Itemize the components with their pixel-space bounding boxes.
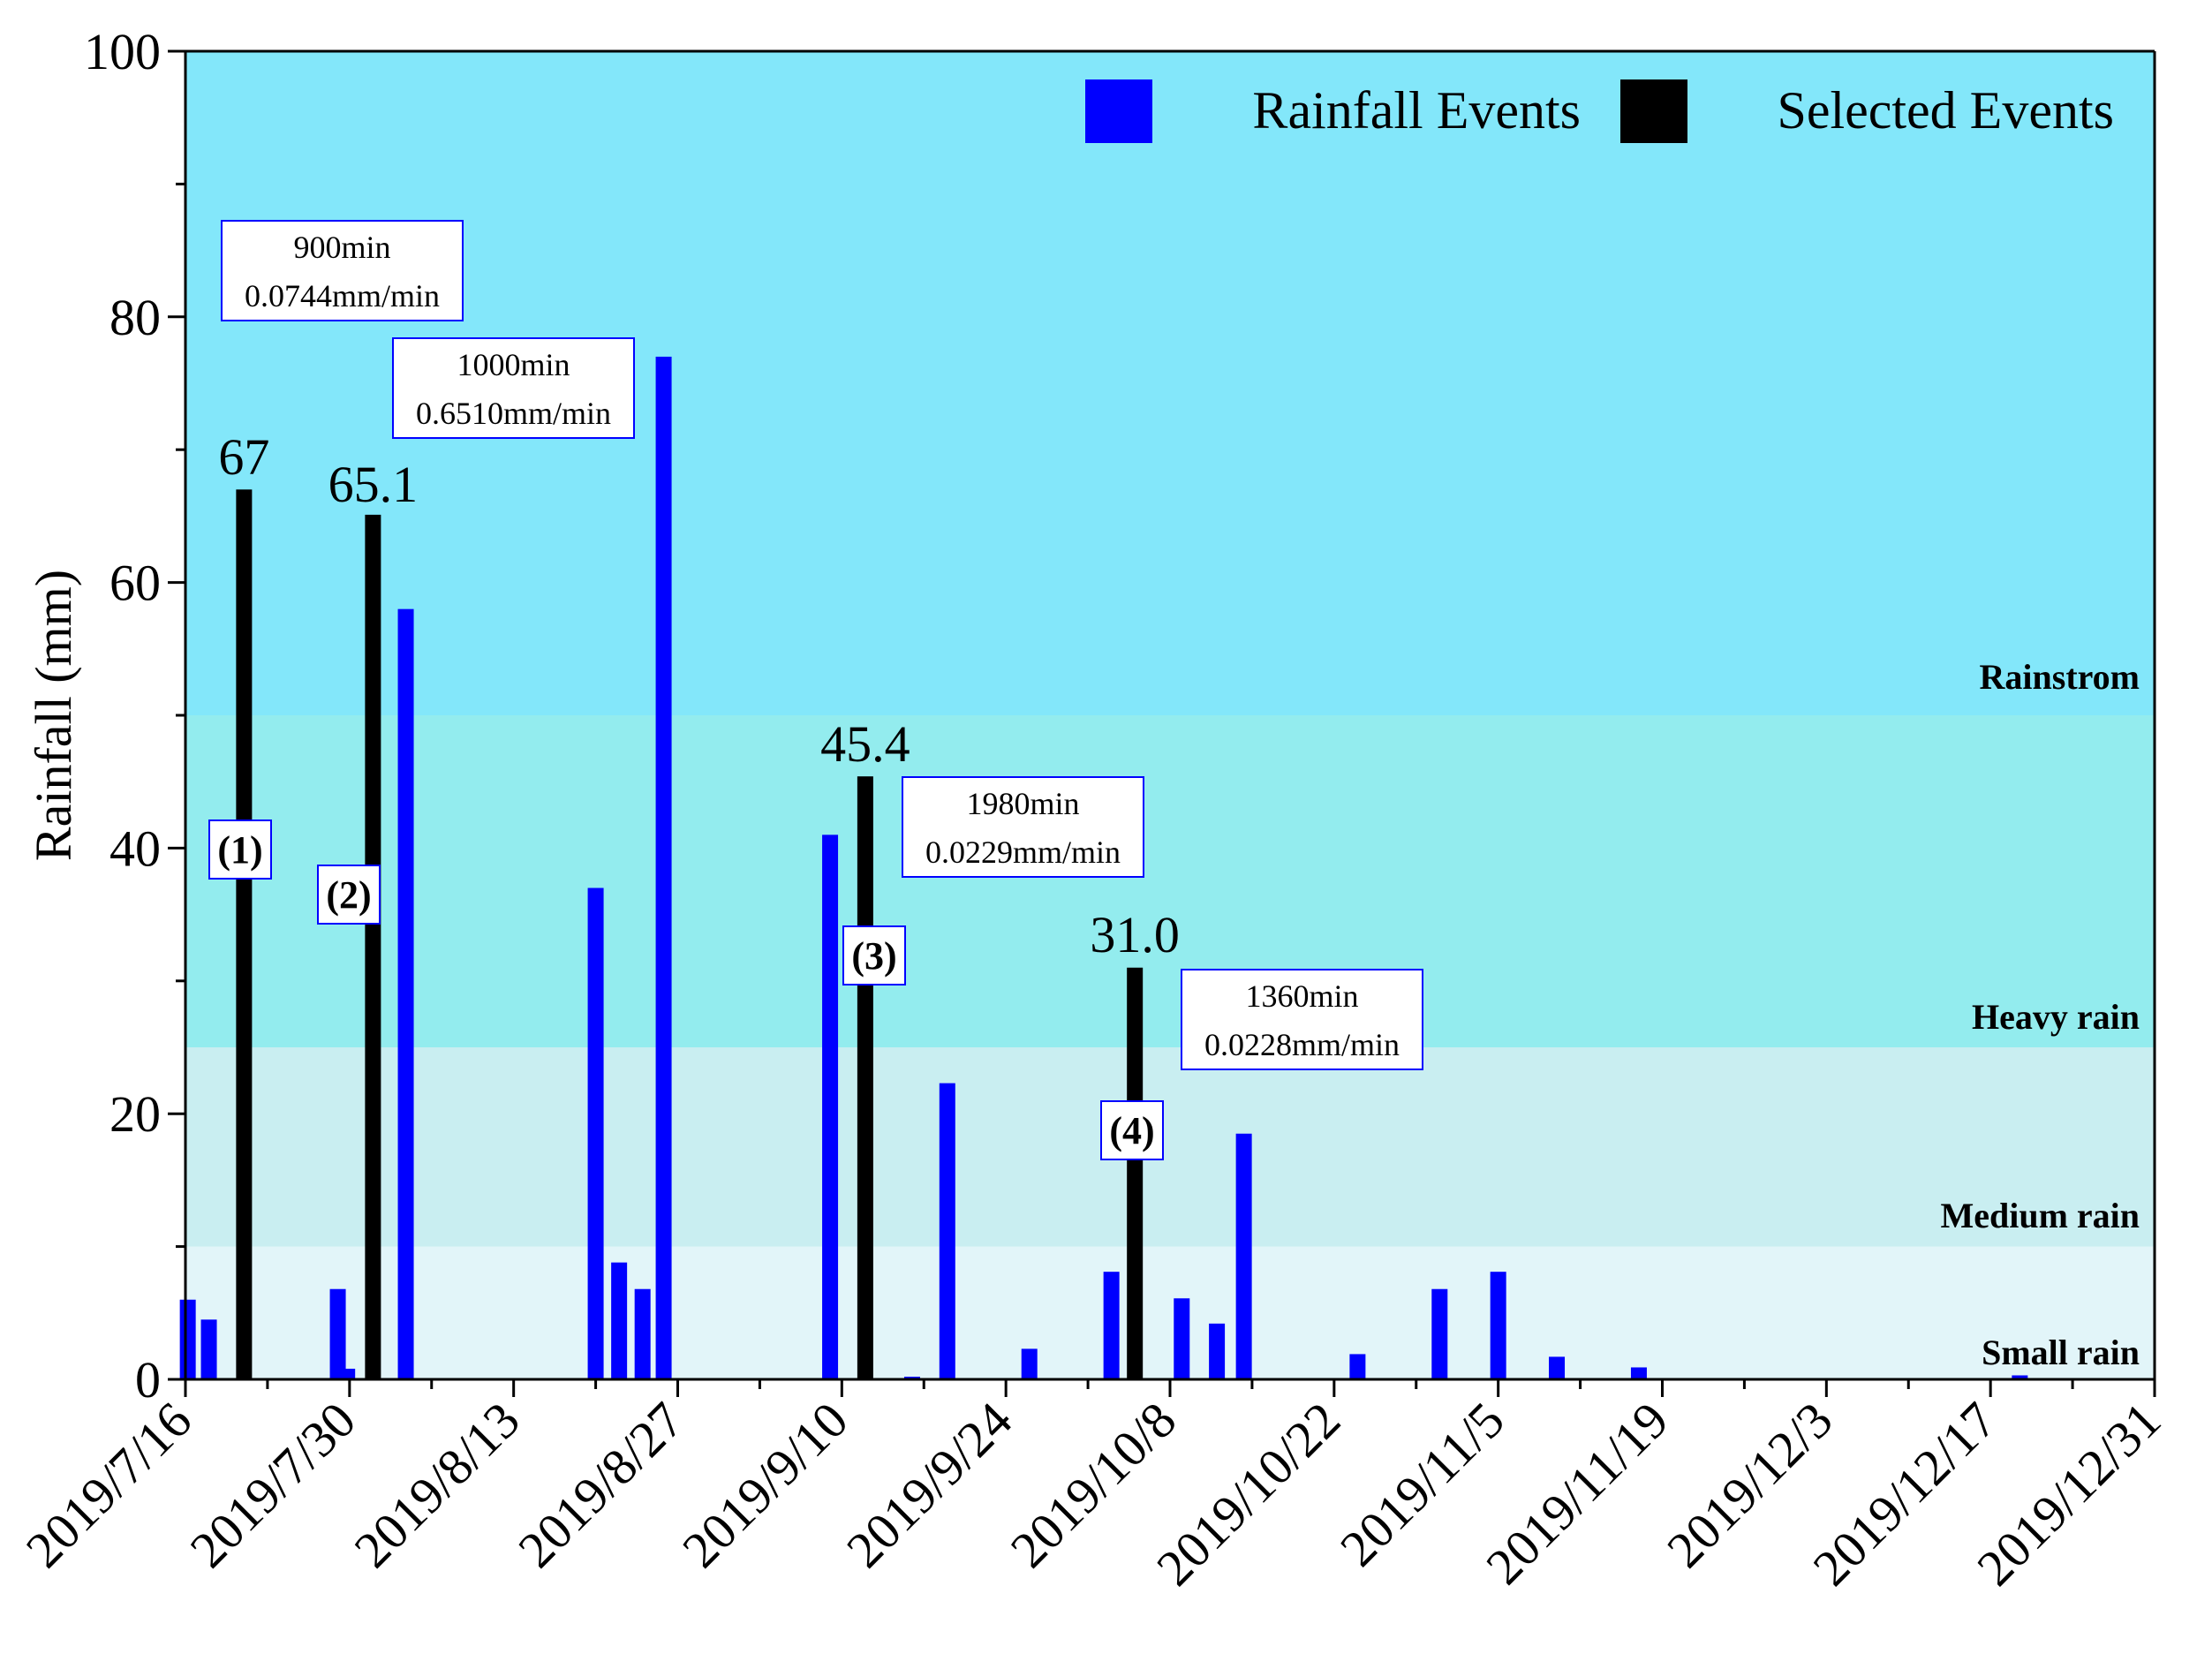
- event-marker-box-3: [842, 925, 906, 986]
- x-tick-label-9: 2019/11/19: [1475, 1391, 1679, 1595]
- event-info-box-1: [221, 220, 464, 321]
- rainfall-bar-15: [1174, 1298, 1190, 1379]
- value-label-2: 65.1: [328, 456, 419, 513]
- x-tick-label-0: 2019/7/16: [15, 1391, 202, 1578]
- rainfall-bar-22: [1630, 1367, 1647, 1379]
- rainfall-bar-23: [2012, 1375, 2028, 1379]
- band-label-medium-rain: Medium rain: [1940, 1196, 2140, 1235]
- event-info-box-4: [1181, 969, 1423, 1070]
- event-intensity-2: 0.6510mm/min: [416, 396, 611, 431]
- rainfall-bar-3: [339, 1368, 356, 1379]
- y-axis-label: Rainfall (mm): [25, 570, 82, 861]
- band-heavy-rain: [185, 715, 2155, 1047]
- x-tick-label-2: 2019/8/13: [344, 1391, 531, 1578]
- rainfall-bar-7: [634, 1288, 651, 1379]
- value-label-3: 45.4: [820, 715, 910, 773]
- event-marker-label-1: (1): [217, 828, 262, 872]
- legend-swatch-selected-events: [1620, 79, 1687, 143]
- selected-bar-1: [365, 514, 381, 1379]
- event-intensity-4: 0.0228mm/min: [1204, 1027, 1400, 1062]
- event-duration-4: 1360min: [1245, 978, 1358, 1014]
- band-label-small-rain: Small rain: [1982, 1333, 2140, 1372]
- rainfall-bar-10: [903, 1376, 920, 1379]
- event-marker-label-3: (3): [851, 934, 896, 978]
- y-tick-label-3: 60: [109, 555, 161, 612]
- y-tick-label-4: 80: [109, 289, 161, 346]
- event-info-box-2: [392, 337, 635, 439]
- rainfall-bar-16: [1209, 1323, 1226, 1379]
- rainfall-bar-19: [1431, 1288, 1448, 1379]
- y-tick-label-1: 20: [109, 1085, 161, 1143]
- event-duration-2: 1000min: [457, 347, 570, 382]
- x-tick-label-4: 2019/9/10: [671, 1391, 858, 1578]
- event-marker-box-2: [317, 865, 381, 925]
- legend-swatch-rainfall-events: [1085, 79, 1152, 143]
- rainfall-bar-0: [179, 1299, 196, 1379]
- event-marker-label-4: (4): [1109, 1109, 1154, 1152]
- band-medium-rain: [185, 1047, 2155, 1247]
- rainfall-bar-13: [1021, 1348, 1038, 1379]
- value-label-4: 31.0: [1090, 906, 1180, 963]
- event-duration-3: 1980min: [966, 786, 1079, 821]
- event-marker-box-4: [1100, 1100, 1164, 1160]
- rainfall-bar-17: [1235, 1133, 1252, 1379]
- event-info-box-3: [902, 776, 1144, 878]
- event-marker-box-1: [208, 819, 272, 880]
- rainfall-bar-20: [1490, 1272, 1506, 1379]
- rainfall-bar-5: [587, 887, 604, 1379]
- rainfall-bar-21: [1549, 1356, 1566, 1379]
- y-tick-label-2: 40: [109, 819, 161, 877]
- y-tick-label-5: 100: [84, 23, 161, 80]
- event-duration-1: 900min: [293, 230, 390, 265]
- x-tick-label-3: 2019/8/27: [507, 1391, 694, 1578]
- rainfall-bar-18: [1349, 1354, 1366, 1379]
- rainfall-bar-2: [329, 1288, 346, 1379]
- band-label-rainstrom: Rainstrom: [1980, 657, 2140, 697]
- value-label-1: 67: [218, 428, 269, 486]
- selected-bar-3: [1127, 967, 1144, 1379]
- rainfall-bar-8: [655, 356, 672, 1379]
- event-intensity-3: 0.0229mm/min: [925, 834, 1121, 870]
- rainfall-bar-11: [939, 1083, 955, 1379]
- rainfall-bar-4: [397, 608, 414, 1379]
- x-tick-label-1: 2019/7/30: [179, 1391, 366, 1578]
- event-marker-label-2: (2): [326, 873, 371, 917]
- band-small-rain: [185, 1246, 2155, 1379]
- legend-label-rainfall-events: Rainfall Events: [1252, 81, 1581, 140]
- legend-label-selected-events: Selected Events: [1777, 81, 2114, 140]
- event-intensity-1: 0.0744mm/min: [245, 278, 440, 313]
- rainfall-bar-1: [200, 1319, 217, 1379]
- x-tick-label-5: 2019/9/24: [835, 1391, 1023, 1578]
- rainfall-bar-14: [1103, 1272, 1120, 1379]
- selected-bar-0: [236, 489, 253, 1379]
- y-tick-label-0: 0: [135, 1351, 161, 1408]
- rainfall-bar-9: [822, 834, 839, 1379]
- band-label-heavy-rain: Heavy rain: [1972, 997, 2140, 1037]
- selected-bar-2: [857, 776, 873, 1379]
- rainfall-bar-6: [611, 1262, 628, 1379]
